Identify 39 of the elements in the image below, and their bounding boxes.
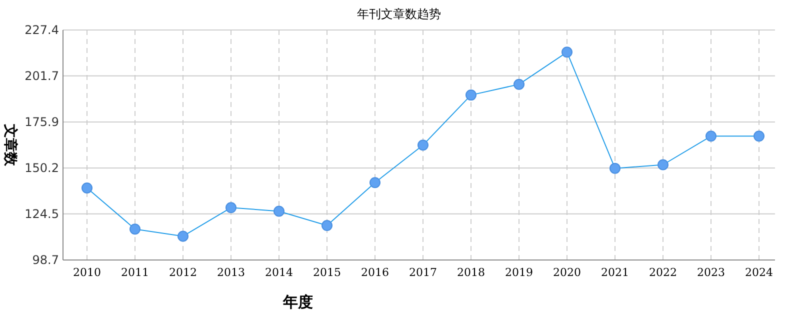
x-tick-label: 2018 (457, 266, 485, 279)
x-tick-label: 2022 (649, 266, 677, 279)
x-tick-label: 2010 (73, 266, 101, 279)
point (226, 202, 236, 214)
point (514, 78, 524, 90)
chart-title: 年刊文章数趋势 (357, 7, 441, 21)
point (610, 162, 620, 174)
x-tick-label: 2012 (169, 266, 197, 279)
point (466, 90, 476, 101)
x-tick-label: 2023 (697, 266, 725, 279)
point (322, 220, 332, 232)
x-tick-label: 2016 (361, 266, 389, 279)
x-tick-label: 2013 (217, 266, 245, 279)
point (706, 130, 716, 142)
point (370, 177, 380, 188)
y-tick-label: 98.7 (32, 253, 59, 267)
point (178, 230, 188, 242)
x-tick-label: 2014 (265, 266, 293, 279)
y-tick-label: 124.5 (24, 206, 59, 221)
x-tick-label: 2021 (601, 266, 629, 279)
x-tick-label: 2011 (121, 266, 149, 279)
point (82, 182, 92, 194)
point (274, 206, 284, 217)
point (562, 46, 572, 58)
x-tick-label: 2024 (745, 266, 773, 279)
point (418, 140, 428, 151)
y-tick-label: 227.4 (24, 23, 59, 37)
x-tick-label: 2017 (409, 266, 437, 279)
x-tick-label: 2020 (553, 266, 581, 279)
point (130, 224, 140, 235)
x-tick-label: 2019 (505, 266, 533, 279)
point (754, 130, 764, 142)
y-tick-label: 175.9 (24, 115, 59, 130)
y-tick-label: 201.7 (24, 68, 59, 83)
x-axis-title: 年度 (282, 293, 313, 311)
x-tick-label: 2015 (313, 266, 341, 279)
point (658, 159, 668, 170)
y-axis-title: 文章数 (2, 123, 19, 167)
y-tick-label: 150.2 (24, 160, 59, 175)
